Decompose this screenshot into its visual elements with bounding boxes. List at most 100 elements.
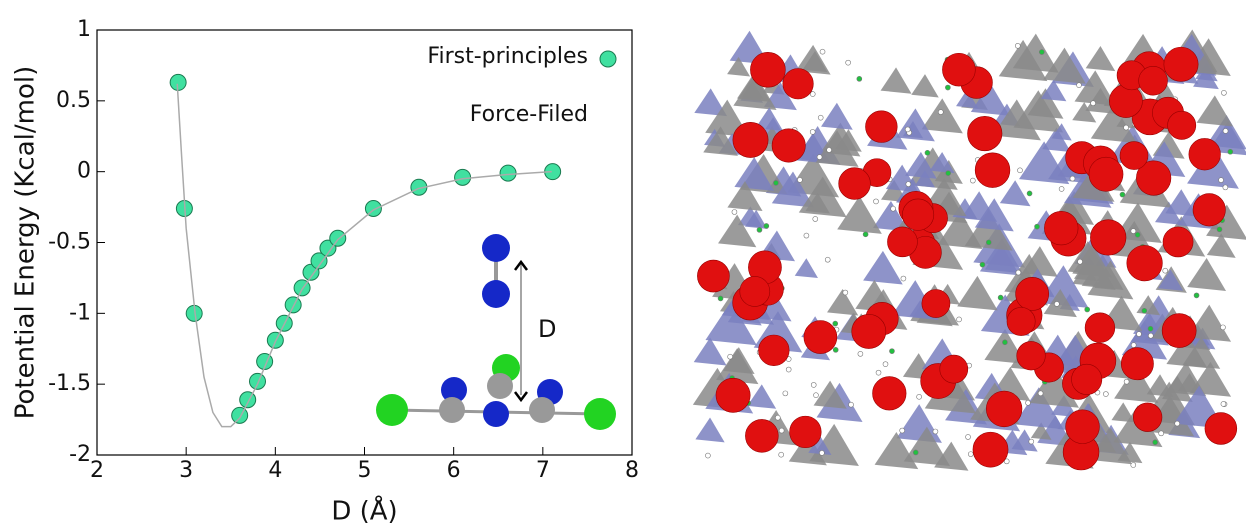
molecule-inset: [376, 234, 616, 430]
hydrogen-atom: [1131, 463, 1136, 468]
adsorbate-molecule: [1164, 47, 1198, 81]
hydrogen-atom: [933, 429, 938, 434]
adsorbate-molecule: [887, 227, 917, 257]
hydrogen-atom: [849, 402, 854, 407]
hydrogen-atom: [813, 216, 818, 221]
chlorine-atom: [945, 85, 950, 90]
chlorine-atom: [1038, 391, 1043, 396]
hydrogen-atom: [1039, 50, 1044, 55]
chlorine-atom: [980, 262, 985, 267]
adsorbate-molecule: [839, 168, 871, 200]
chlorine-atom: [1142, 308, 1147, 313]
chlorine-atom: [1085, 307, 1090, 312]
legend-label: First-principles: [427, 44, 588, 69]
hydrogen-atom: [1002, 340, 1007, 345]
y-tick-label: -2: [69, 442, 91, 467]
adsorbate-molecule: [1121, 348, 1153, 380]
hydrogen-atom: [901, 276, 906, 281]
adsorbate-molecule: [1017, 341, 1046, 370]
hydrogen-atom: [1077, 83, 1082, 88]
atom: [483, 401, 509, 427]
adsorbate-molecule: [1189, 138, 1221, 170]
chlorine-atom: [1078, 259, 1083, 264]
hydrogen-atom: [906, 182, 911, 187]
y-tick-label: -1.5: [48, 371, 91, 396]
legend-label: Force-Filed: [470, 102, 588, 127]
chlorine-atom: [1163, 268, 1168, 273]
hydrogen-atom: [819, 450, 824, 455]
data-point: [285, 297, 301, 313]
chlorine-atom: [1131, 343, 1136, 348]
hydrogen-atom: [1016, 270, 1021, 275]
x-tick-label: 7: [536, 458, 550, 483]
chlorine-atom: [1135, 232, 1140, 237]
hydrogen-atom: [783, 391, 788, 396]
adsorbate-molecule: [1090, 220, 1126, 256]
framework-tetrahedron: [1187, 258, 1226, 291]
data-point: [250, 373, 266, 389]
framework-tetrahedron: [1000, 180, 1031, 206]
chlorine-atom: [1131, 229, 1136, 234]
chlorine-atom: [857, 76, 862, 81]
hydrogen-atom: [946, 171, 951, 176]
hydrogen-atom: [1228, 149, 1233, 154]
adsorbate-molecule: [1205, 413, 1237, 445]
hydrogen-atom: [1091, 101, 1096, 106]
adsorbate-molecule: [1016, 277, 1049, 310]
atom: [482, 234, 510, 262]
chlorine-atom: [820, 49, 825, 54]
hydrogen-atom: [817, 155, 822, 160]
adsorbate-molecule: [873, 377, 907, 411]
atom: [376, 394, 408, 426]
chlorine-atom: [732, 209, 737, 214]
atom: [439, 397, 465, 423]
data-point: [455, 169, 471, 185]
hydrogen-atom: [889, 349, 894, 354]
hydrogen-atom: [938, 110, 943, 115]
framework-tetrahedron: [881, 67, 912, 93]
hydrogen-atom: [804, 233, 809, 238]
atom: [482, 280, 510, 308]
y-tick-label: 1: [77, 17, 91, 42]
hydrogen-atom: [1070, 176, 1075, 181]
adsorbate-molecule: [745, 419, 778, 452]
data-point: [500, 165, 516, 181]
adsorbate-molecule: [740, 276, 770, 306]
atom: [529, 397, 555, 423]
framework-tetrahedron: [922, 98, 963, 133]
chlorine-atom: [1103, 392, 1108, 397]
x-tick-label: 6: [447, 458, 461, 483]
hydrogen-atom: [1217, 227, 1222, 232]
framework-tetrahedron: [695, 417, 724, 442]
adsorbate-molecule: [1072, 364, 1102, 394]
hydrogen-atom: [863, 232, 868, 237]
hydrogen-atom: [917, 394, 922, 399]
legend-marker: [600, 51, 616, 67]
molecular-render: [693, 29, 1246, 470]
hydrogen-atom: [786, 367, 791, 372]
hydrogen-atom: [1124, 125, 1129, 130]
hydrogen-atom: [913, 450, 918, 455]
hydrogen-atom: [757, 227, 762, 232]
adsorbate-molecule: [1044, 211, 1078, 245]
hydrogen-atom: [1029, 439, 1034, 444]
adsorbate-molecule: [759, 335, 790, 366]
adsorbate-molecule: [942, 53, 975, 86]
hydrogen-atom: [775, 415, 780, 420]
figure: 2345678-2-1.5-1-0.500.51D (Å)Potential E…: [0, 0, 1246, 531]
hydrogen-atom: [810, 129, 815, 134]
adsorbate-molecule: [1007, 307, 1035, 335]
x-axis-label: D (Å): [331, 495, 397, 527]
atom: [584, 398, 616, 430]
hydrogen-atom: [1027, 191, 1032, 196]
chlorine-atom: [1035, 224, 1040, 229]
hydrogen-atom: [900, 428, 905, 433]
adsorbate-molecule: [1163, 227, 1193, 257]
hydrogen-atom: [797, 177, 802, 182]
adsorbate-molecule: [1162, 314, 1196, 348]
data-point: [240, 392, 256, 408]
hydrogen-atom: [925, 150, 930, 155]
hydrogen-atom: [873, 199, 878, 204]
hydrogen-atom: [1026, 400, 1031, 405]
adsorbate-molecule: [1085, 313, 1115, 343]
